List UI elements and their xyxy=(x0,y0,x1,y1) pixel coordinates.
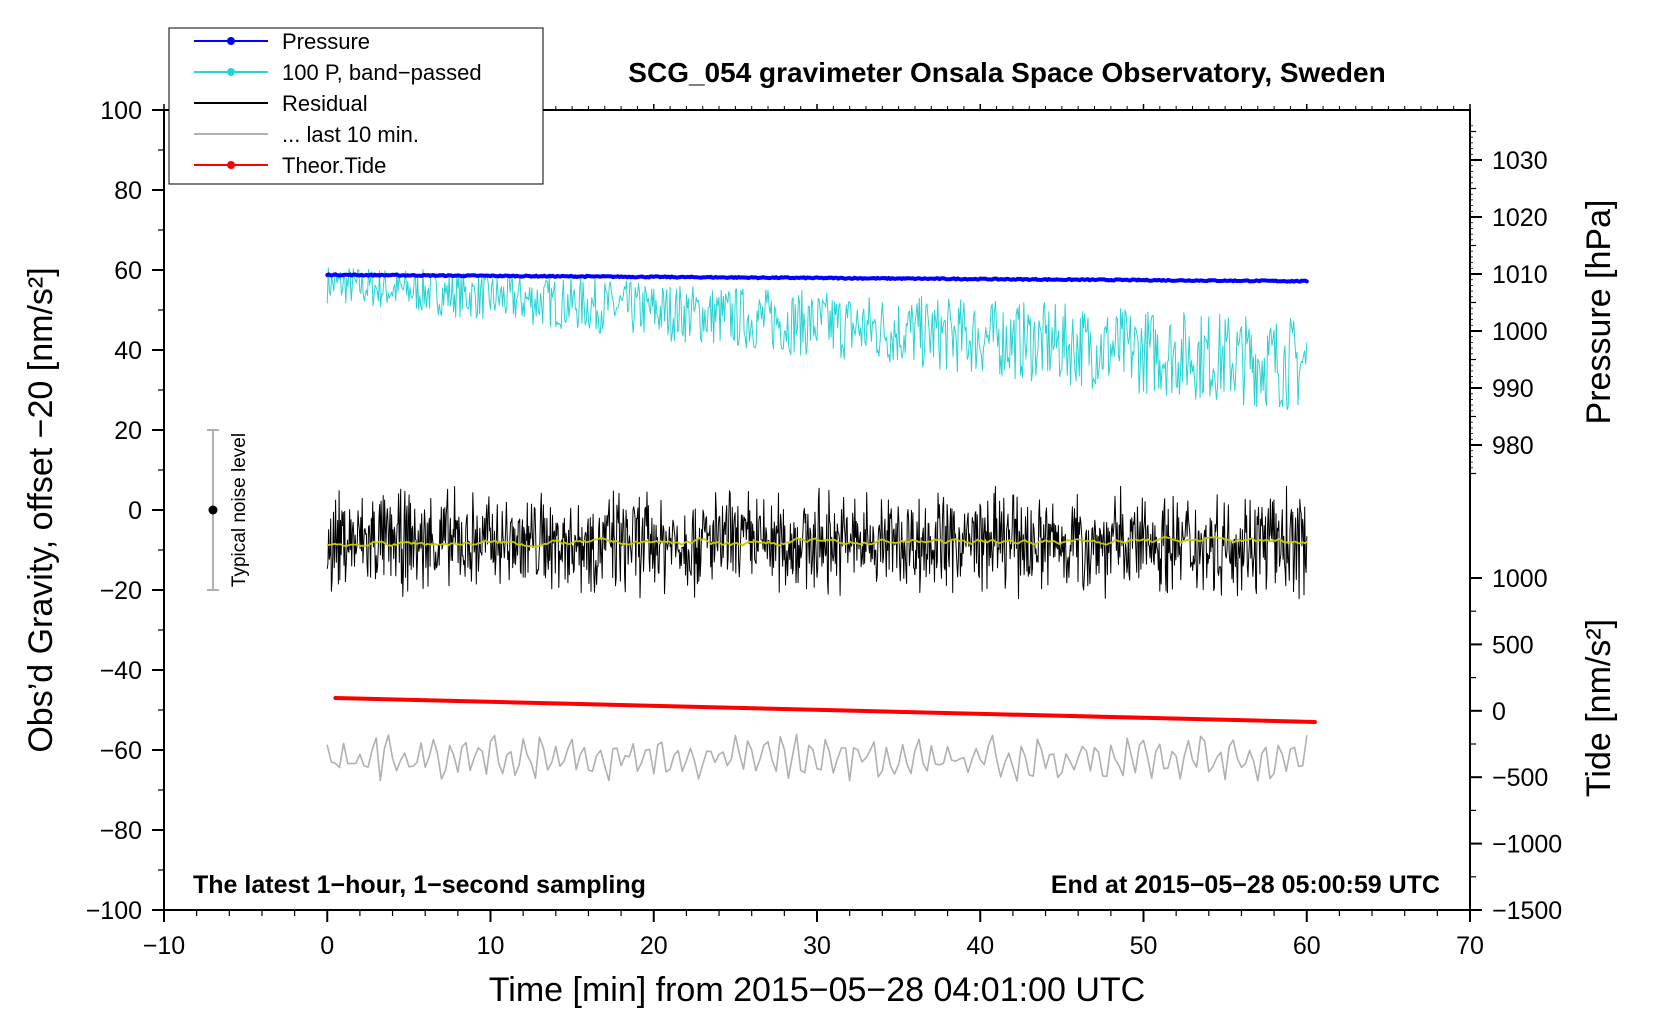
x-tick-label: 20 xyxy=(640,932,668,960)
legend-swatch-marker xyxy=(227,37,235,45)
pressure-tick-label: 980 xyxy=(1492,432,1534,460)
series-pressure xyxy=(326,267,1308,411)
footer-end-time: End at 2015−05−28 05:00:59 UTC xyxy=(1051,871,1440,899)
tide-tick-label: −1500 xyxy=(1492,897,1562,925)
footer-sampling-note: The latest 1−hour, 1−second sampling xyxy=(193,871,646,899)
x-tick-label: −10 xyxy=(143,932,185,960)
y-left-tick-label: −40 xyxy=(100,657,142,685)
pressure-axis-title: Pressure [hPa] xyxy=(1580,200,1618,425)
tide-tick-label: 1000 xyxy=(1492,565,1548,593)
y-axis-left: 100 80 60 40 20 0 −20 −40 −60 −80 −100 xyxy=(86,97,164,925)
tide-tick-label: 500 xyxy=(1492,631,1534,659)
noise-bar-group: Typical noise level xyxy=(206,429,250,591)
y-left-tick-label: −100 xyxy=(86,897,142,925)
x-tick-label: 40 xyxy=(966,932,994,960)
x-tick-label: 70 xyxy=(1456,932,1484,960)
series-theor-tide xyxy=(333,696,1317,724)
legend-label: Pressure xyxy=(282,29,370,54)
y-left-tick-label: −60 xyxy=(100,737,142,765)
x-axis: −10 0 10 20 30 40 50 60 70 xyxy=(143,104,1484,960)
legend-swatch-marker xyxy=(227,68,235,76)
noise-bar-center-dot xyxy=(208,505,218,515)
tide-axis-title: Tide [nm/s²] xyxy=(1580,619,1618,797)
series-last-10-min xyxy=(326,733,1308,782)
pressure-tick-label: 1030 xyxy=(1492,147,1548,175)
series-bandpassed xyxy=(325,272,1309,284)
pressure-tick-label: 1020 xyxy=(1492,204,1548,232)
series-layer xyxy=(325,267,1317,782)
y-left-tick-label: 60 xyxy=(114,257,142,285)
y-left-tick-label: −80 xyxy=(100,817,142,845)
pressure-tick-label: 1010 xyxy=(1492,261,1548,289)
noise-bar-label: Typical noise level xyxy=(229,433,250,587)
y-left-tick-label: 40 xyxy=(114,337,142,365)
x-tick-label: 60 xyxy=(1293,932,1321,960)
y-left-tick-label: −20 xyxy=(100,577,142,605)
y-left-tick-label: 80 xyxy=(114,177,142,205)
x-tick-label: 30 xyxy=(803,932,831,960)
tide-tick-label: −1000 xyxy=(1492,831,1562,859)
y-axis-left-title: Obs’d Gravity, offset −20 [nm/s²] xyxy=(22,267,60,752)
legend-label: Theor.Tide xyxy=(282,153,386,178)
y-left-tick-label: 100 xyxy=(100,97,142,125)
legend-label: 100 P, band−passed xyxy=(282,60,482,85)
legend: Pressure 100 P, band−passed Residual ... la… xyxy=(168,27,544,185)
x-axis-title: Time [min] from 2015−05−28 04:01:00 UTC xyxy=(489,971,1145,1009)
chart-title: SCG_054 gravimeter Onsala Space Observat… xyxy=(628,57,1385,88)
y-left-tick-label: 20 xyxy=(114,417,142,445)
legend-label: ... last 10 min. xyxy=(282,122,419,147)
pressure-tick-label: 1000 xyxy=(1492,318,1548,346)
tide-tick-label: 0 xyxy=(1492,698,1506,726)
legend-swatch-marker xyxy=(227,161,235,169)
x-tick-label: 50 xyxy=(1130,932,1158,960)
y-axis-right: 1030 1020 1010 1000 990 980 1000 500 0 −500 −1000 −… xyxy=(1470,125,1562,925)
series-residual xyxy=(326,485,1308,600)
x-tick-label: 10 xyxy=(477,932,505,960)
pressure-tick-label: 990 xyxy=(1492,375,1534,403)
x-tick-label: 0 xyxy=(320,932,334,960)
legend-label: Residual xyxy=(282,91,368,116)
series-residual-smoothed xyxy=(326,536,1308,548)
y-left-tick-label: 0 xyxy=(128,497,142,525)
legend-box xyxy=(168,27,544,185)
tide-tick-label: −500 xyxy=(1492,764,1548,792)
